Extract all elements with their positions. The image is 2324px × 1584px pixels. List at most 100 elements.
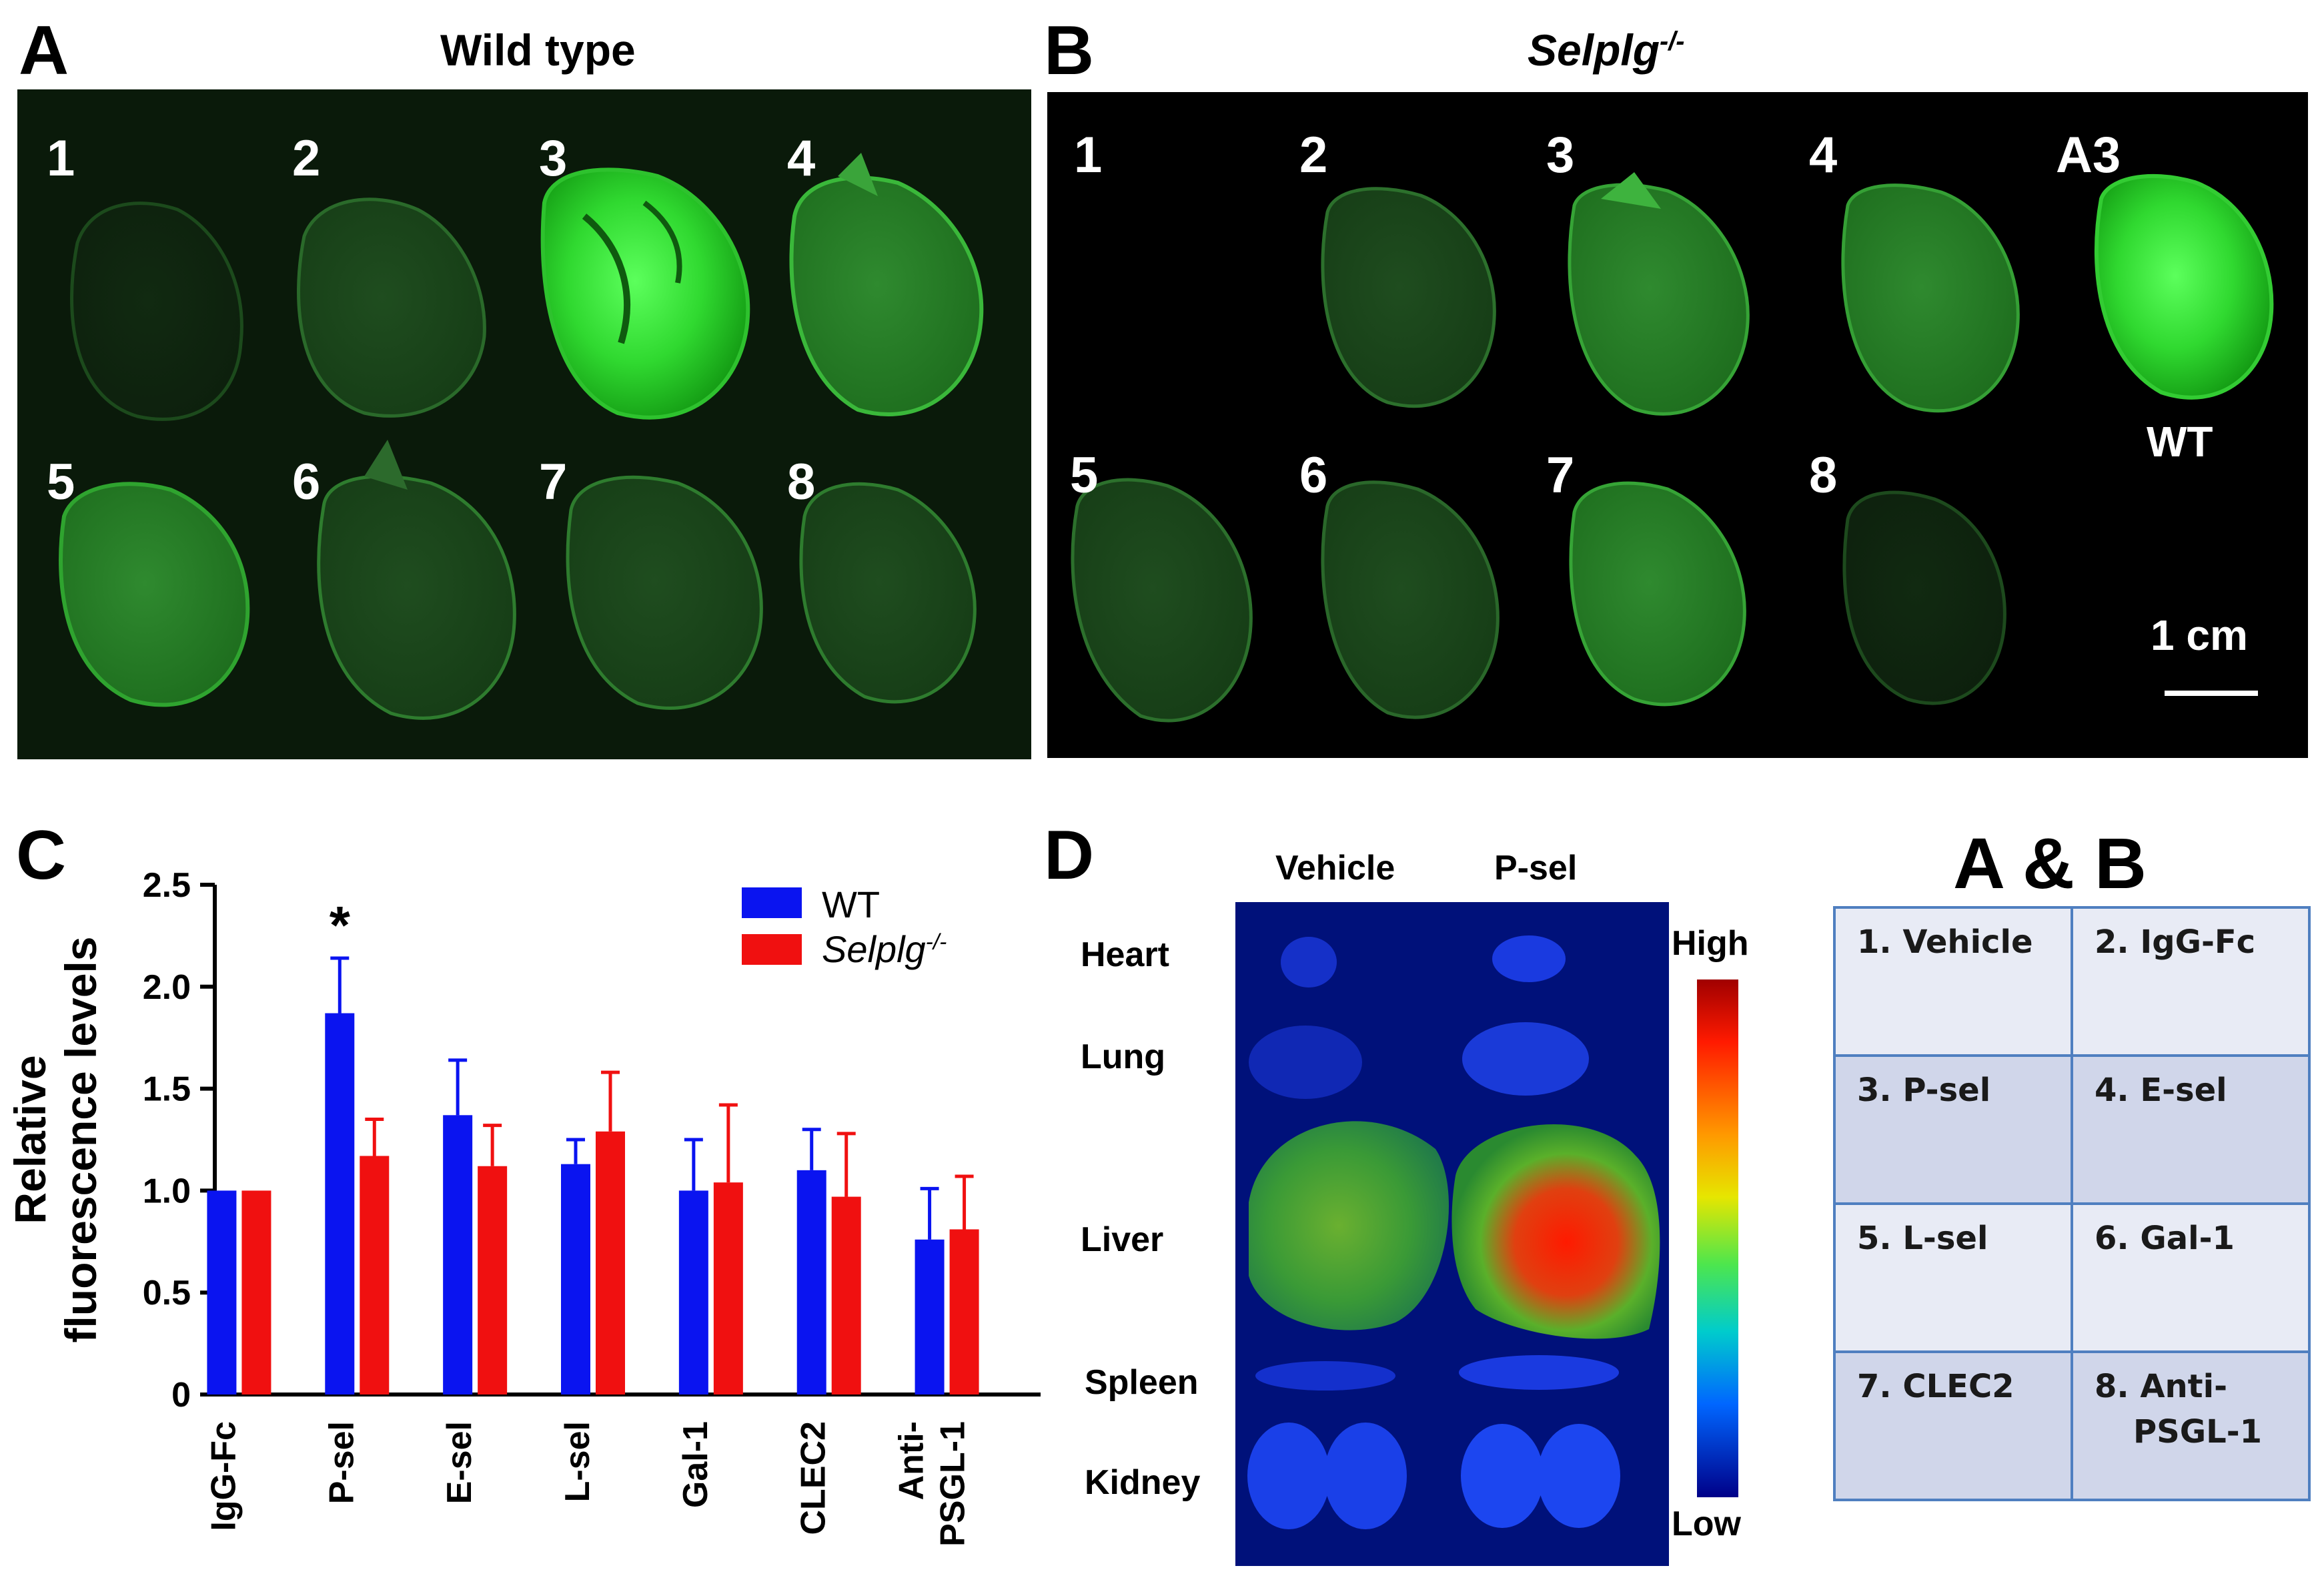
lung-b6	[1321, 480, 1500, 719]
legend-wt-swatch	[742, 887, 802, 918]
bar	[241, 1190, 271, 1395]
panel-b-label-1: 1	[1074, 127, 1103, 183]
legend-cell-3: 3. P-sel	[1833, 1054, 2073, 1205]
liver-vehicle	[1249, 1121, 1449, 1330]
legend-ko-label: Selplg-/-	[822, 931, 947, 968]
y-axis-title: Relative	[5, 1055, 55, 1224]
legend-ko-main: Selplg	[822, 928, 926, 970]
lung-a3	[540, 167, 750, 420]
bar	[360, 1156, 390, 1395]
panel-b-lung-image	[1047, 92, 2308, 758]
panel-d-col-vehicle: Vehicle	[1275, 849, 1395, 887]
lung-psel	[1462, 1022, 1589, 1096]
legend-table-title: A & B	[1953, 823, 2147, 903]
panel-d-col-psel: P-sel	[1494, 849, 1578, 887]
lung-b2	[1321, 187, 1496, 408]
liver-psel	[1451, 1124, 1660, 1339]
kidney-psel-right	[1538, 1424, 1620, 1528]
legend-ko-sup: -/-	[925, 929, 947, 955]
y-tick-label: 2.5	[143, 866, 191, 905]
legend-cell-8-line2: PSGL-1	[2133, 1413, 2263, 1451]
kidney-vehicle-right	[1324, 1423, 1407, 1529]
organ-kidney: Kidney	[1085, 1463, 1201, 1502]
legend-cell-6: 6. Gal-1	[2071, 1202, 2311, 1353]
lung-a2	[297, 197, 486, 418]
y-tick-label: 0	[171, 1376, 191, 1415]
lung-a8	[799, 482, 977, 704]
x-tick-label: Anti-	[893, 1421, 931, 1500]
panel-a-label-1: 1	[47, 130, 75, 187]
lung-b7	[1569, 481, 1746, 707]
bar	[325, 1013, 355, 1395]
lung-b5	[1071, 478, 1253, 723]
x-tick-label: E-sel	[440, 1421, 479, 1504]
legend-ko-swatch	[742, 934, 802, 965]
lung-b3	[1568, 172, 1750, 416]
panel-a-image	[17, 89, 1031, 759]
colorbar-gradient	[1697, 979, 1738, 1497]
scale-label: 1 cm	[2151, 611, 2248, 659]
colorbar-low: Low	[1672, 1505, 1741, 1543]
bar	[678, 1190, 708, 1395]
y-tick-label: 1.0	[143, 1172, 191, 1210]
panel-d-image	[1235, 902, 1669, 1566]
panel-b-title-main: Selplg	[1528, 25, 1660, 75]
bar	[443, 1115, 473, 1395]
panel-c-letter: C	[16, 817, 67, 894]
bar	[478, 1166, 508, 1395]
panel-b-ref-sub: WT	[2147, 418, 2213, 466]
panel-a-label-7: 7	[539, 454, 568, 510]
significance-mark: *	[330, 895, 351, 955]
scale-bar	[2165, 691, 2258, 696]
y-axis-title: fluorescence levels	[56, 936, 105, 1342]
panel-b-title-sup: -/-	[1660, 27, 1685, 56]
kidney-psel-left	[1461, 1424, 1544, 1528]
bar	[596, 1131, 625, 1395]
panel-b-image	[1047, 92, 2308, 758]
heart-vehicle	[1281, 937, 1337, 987]
organ-spleen: Spleen	[1085, 1363, 1199, 1402]
bar	[713, 1182, 743, 1395]
bar	[831, 1196, 861, 1395]
panel-b-ref-label: A3	[2056, 127, 2121, 183]
legend-cell-8: 8. Anti- PSGL-1	[2071, 1350, 2311, 1501]
legend-cell-1: 1. Vehicle	[1833, 906, 2073, 1057]
bar	[915, 1239, 945, 1395]
panel-b-title: Selplg-/-	[1528, 28, 1684, 72]
panel-c-chart: 0 0.5 1.0 1.5 2.0 2.5 Relative fluorescence lev…	[5, 866, 1041, 1547]
panel-b-label-6: 6	[1299, 447, 1328, 504]
panel-d-organ-image	[1235, 902, 1669, 1566]
bar	[207, 1190, 237, 1395]
bar	[949, 1229, 979, 1395]
panel-b-label-2: 2	[1299, 127, 1328, 183]
y-tick-label: 0.5	[143, 1274, 191, 1312]
panel-d-letter: D	[1044, 817, 1095, 894]
panel-a-label-6: 6	[292, 454, 321, 510]
y-tick-label: 2.0	[143, 968, 191, 1007]
lung-a1	[70, 202, 243, 421]
lung-b-a3	[2094, 173, 2274, 400]
lung-a7	[566, 475, 763, 710]
lung-a5	[59, 482, 250, 707]
panel-b-letter: B	[1044, 12, 1095, 89]
kidney-vehicle-left	[1247, 1423, 1330, 1529]
panel-a-title: Wild type	[440, 25, 636, 75]
heart-psel	[1492, 935, 1566, 982]
lung-a4	[789, 153, 984, 416]
x-tick-label: L-sel	[558, 1421, 597, 1502]
organ-liver: Liver	[1081, 1220, 1164, 1259]
x-tick-label: P-sel	[322, 1421, 361, 1504]
organ-heart: Heart	[1081, 935, 1169, 974]
organ-lung: Lung	[1081, 1038, 1166, 1076]
lung-b8	[1842, 490, 2006, 705]
legend-cell-4: 4. E-sel	[2071, 1054, 2311, 1205]
legend-grid: 1. Vehicle 2. IgG-Fc 3. P-sel 4. E-sel 5…	[1833, 906, 2311, 1501]
panel-a-label-5: 5	[47, 454, 75, 510]
panel-a-label-4: 4	[787, 130, 816, 187]
legend-cell-2: 2. IgG-Fc	[2071, 906, 2311, 1057]
legend-wt-label: WT	[822, 883, 881, 925]
x-tick-label: CLEC2	[794, 1421, 833, 1535]
panel-b-label-3: 3	[1546, 127, 1575, 183]
legend-cell-5: 5. L-sel	[1833, 1202, 2073, 1353]
